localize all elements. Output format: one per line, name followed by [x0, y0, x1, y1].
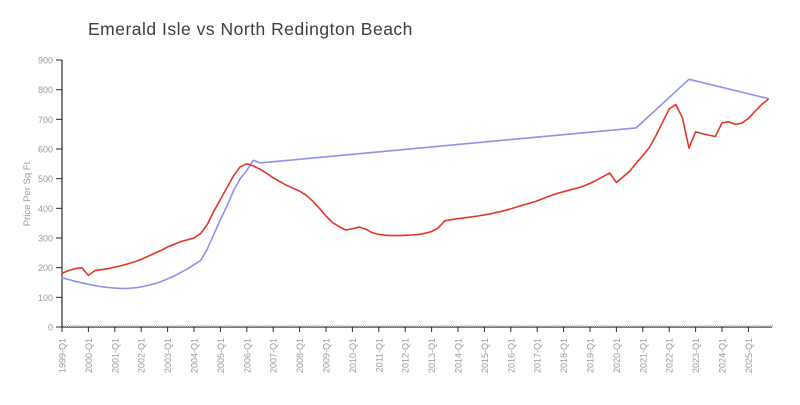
- y-tick-label: 400: [38, 204, 53, 214]
- x-tick-label: 2022-Q1: [665, 338, 675, 373]
- y-tick-label: 100: [38, 293, 53, 303]
- y-tick-label: 700: [38, 115, 53, 125]
- x-tick-label: 2004-Q1: [190, 338, 200, 373]
- y-tick-label: 600: [38, 145, 53, 155]
- x-tick-label: 2003-Q1: [163, 338, 173, 373]
- x-tick-label: 2019-Q1: [586, 338, 596, 373]
- y-tick-label: 0: [48, 323, 53, 333]
- x-tick-label: 2007-Q1: [269, 338, 279, 373]
- x-tick-label: 2008-Q1: [295, 338, 305, 373]
- x-tick-label: 1999-Q1: [58, 338, 68, 373]
- x-tick-label: 2010-Q1: [348, 338, 358, 373]
- y-axis-label: Price Per Sq Ft: [22, 161, 33, 226]
- y-tick-label: 300: [38, 234, 53, 244]
- x-tick-label: 2001-Q1: [110, 338, 120, 373]
- x-tick-label: 2013-Q1: [427, 338, 437, 373]
- y-tick-label: 500: [38, 174, 53, 184]
- x-tick-label: 2012-Q1: [401, 338, 411, 373]
- x-tick-label: 2018-Q1: [559, 338, 569, 373]
- x-tick-label: 2021-Q1: [638, 338, 648, 373]
- series-line-north-redington-beach: [61, 98, 770, 277]
- x-tick-label: 2023-Q1: [691, 338, 701, 373]
- x-tick-label: 2016-Q1: [506, 338, 516, 373]
- x-axis-minor-ticks: [63, 324, 774, 327]
- x-tick-label: 2005-Q1: [216, 338, 226, 373]
- x-tick-label: 2000-Q1: [84, 338, 94, 373]
- y-tick-label: 900: [38, 56, 53, 66]
- x-tick-label: 2024-Q1: [718, 338, 728, 373]
- x-tick-label: 2025-Q1: [744, 338, 754, 373]
- series-lines: [61, 78, 770, 290]
- x-tick-label: 2020-Q1: [612, 338, 622, 373]
- x-tick-label: 2011-Q1: [374, 338, 384, 372]
- axes: 0 100 200 300 400 500 600 700 800 900 1999-Q1 2000-…: [38, 56, 774, 373]
- x-tick-label: 2002-Q1: [137, 338, 147, 373]
- chart-title: Emerald Isle vs North Redington Beach: [88, 19, 413, 39]
- x-tick-label: 2009-Q1: [322, 338, 332, 373]
- x-tick-label: 2015-Q1: [480, 338, 490, 373]
- y-tick-label: 800: [38, 85, 53, 95]
- x-tick-label: 2006-Q1: [242, 338, 252, 373]
- series-line-emerald-isle: [61, 78, 770, 290]
- x-tick-label: 2017-Q1: [533, 338, 543, 373]
- y-tick-label: 200: [38, 263, 53, 273]
- x-tick-label: 2014-Q1: [454, 338, 464, 373]
